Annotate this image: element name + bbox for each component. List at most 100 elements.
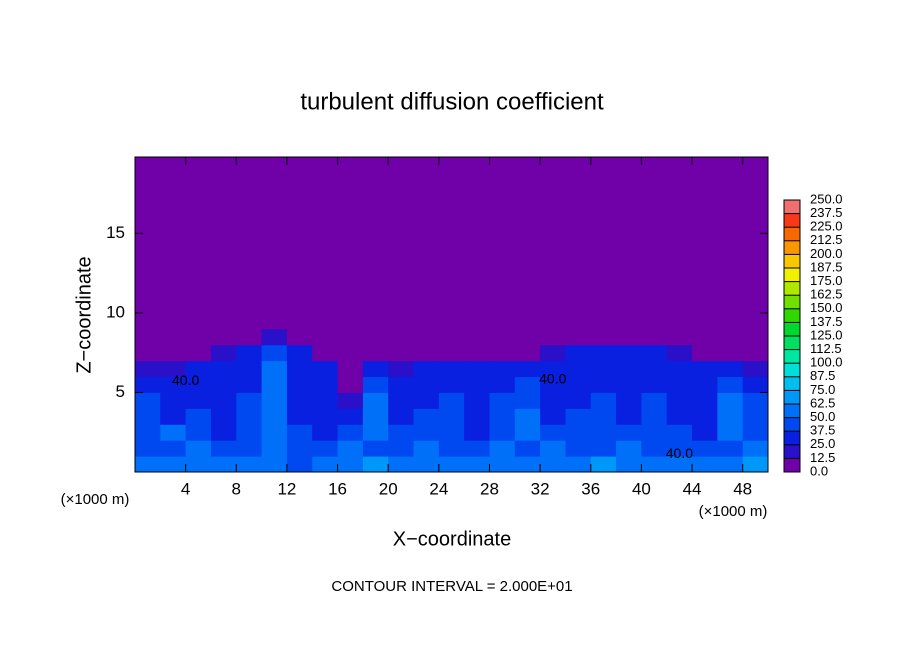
cell	[692, 392, 718, 409]
cell	[742, 201, 769, 218]
cell	[312, 185, 339, 203]
cell	[286, 424, 313, 441]
cell	[565, 408, 592, 425]
cell	[337, 249, 364, 266]
colorbar-swatch	[784, 458, 800, 472]
cell	[185, 456, 212, 473]
cell	[717, 408, 744, 425]
cell	[464, 312, 490, 330]
colorbar-label: 175.0	[810, 273, 843, 288]
colorbar-label: 37.5	[810, 423, 835, 438]
cell	[742, 328, 769, 346]
cell	[438, 185, 465, 203]
cell	[742, 169, 769, 187]
colorbar-label: 162.5	[810, 287, 843, 302]
cell	[514, 360, 541, 378]
cell	[717, 217, 744, 234]
cell	[590, 185, 617, 203]
cell	[210, 360, 237, 378]
cell	[641, 376, 668, 393]
cell	[590, 265, 617, 282]
cell	[210, 297, 237, 314]
cell	[362, 157, 389, 171]
cell	[185, 424, 212, 441]
cell	[337, 233, 364, 250]
cell	[692, 169, 718, 187]
cell	[337, 265, 364, 282]
cell	[362, 360, 389, 378]
field: 40.0 40.0 40.0	[135, 157, 769, 473]
cell	[438, 281, 465, 298]
cell	[210, 328, 237, 346]
cell	[717, 249, 744, 266]
cell	[286, 312, 313, 330]
chart-title: turbulent diffusion coefficient	[300, 88, 604, 115]
cell	[236, 456, 263, 473]
cell	[641, 440, 668, 457]
cell	[261, 328, 288, 346]
cell	[565, 424, 592, 441]
cell	[135, 233, 161, 250]
cell	[388, 217, 415, 234]
cell	[616, 233, 642, 250]
cell	[565, 233, 592, 250]
cell	[565, 201, 592, 218]
cell	[565, 297, 592, 314]
cell	[286, 249, 313, 266]
cell	[135, 249, 161, 266]
cell	[236, 360, 263, 378]
cell	[717, 185, 744, 203]
cell	[286, 408, 313, 425]
cell	[413, 392, 440, 409]
cell	[540, 265, 566, 282]
cell	[236, 344, 263, 362]
cell	[438, 344, 465, 362]
colorbar-label: 12.5	[810, 450, 835, 465]
cell	[692, 376, 718, 393]
colorbar-swatch	[784, 308, 800, 323]
cell	[692, 456, 718, 473]
cell	[742, 408, 769, 425]
cell	[210, 265, 237, 282]
cell	[590, 360, 617, 378]
cell	[540, 217, 566, 234]
cell	[641, 217, 668, 234]
cell	[388, 157, 415, 171]
cell	[641, 157, 668, 171]
cell	[692, 157, 718, 171]
cell	[540, 344, 566, 362]
cell	[464, 360, 490, 378]
cell	[666, 344, 693, 362]
cell	[312, 344, 339, 362]
cell	[565, 217, 592, 234]
cell	[388, 297, 415, 314]
colorbar-swatch	[784, 281, 800, 296]
cell	[337, 169, 364, 187]
cell	[514, 312, 541, 330]
cell	[236, 440, 263, 457]
cell	[135, 201, 161, 218]
x-tick-label: 40	[632, 479, 651, 498]
cell	[185, 249, 212, 266]
cell	[210, 408, 237, 425]
x-tick-label: 4	[181, 479, 190, 498]
cell	[742, 440, 769, 457]
cell	[236, 157, 263, 171]
cell	[666, 408, 693, 425]
cell	[312, 297, 339, 314]
colorbar-swatch	[784, 213, 800, 228]
cell	[540, 360, 566, 378]
cell	[641, 360, 668, 378]
cell	[666, 456, 693, 473]
colorbar-swatch	[784, 349, 800, 364]
cell	[565, 281, 592, 298]
cell	[565, 265, 592, 282]
cell	[666, 360, 693, 378]
cell	[438, 392, 465, 409]
cell	[616, 328, 642, 346]
cell	[210, 392, 237, 409]
x-tick-label: 12	[277, 479, 296, 498]
cell	[489, 456, 516, 473]
cell	[616, 265, 642, 282]
cell	[590, 233, 617, 250]
